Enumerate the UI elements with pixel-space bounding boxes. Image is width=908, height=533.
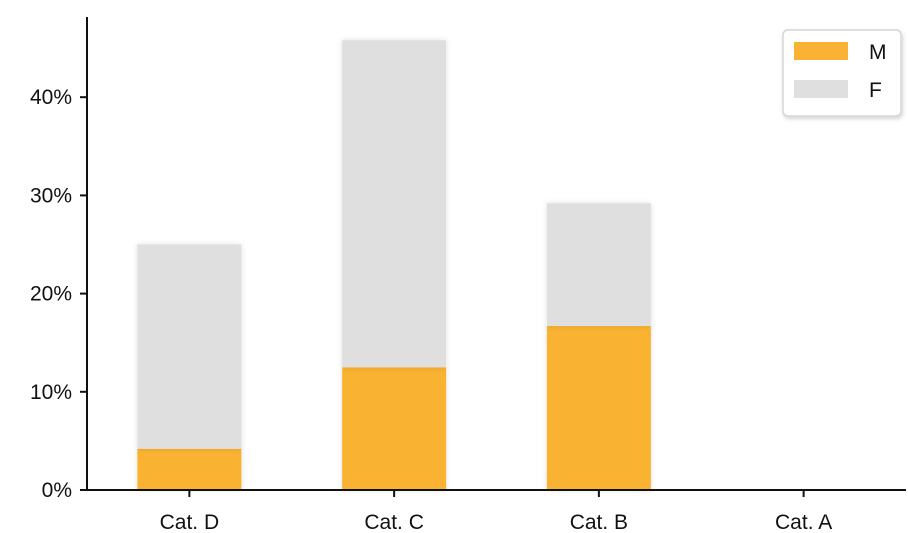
bar-m-1 — [137, 448, 242, 490]
x-tick-label: Cat. C — [364, 511, 424, 533]
y-tick-label: 40% — [30, 86, 72, 109]
bar-m-3 — [546, 326, 651, 490]
y-axis-ticks: 0% 10% 20% 30% 40% — [30, 86, 87, 502]
x-tick-label: Cat. A — [775, 511, 832, 533]
bar-m-2 — [342, 367, 447, 490]
y-tick-label: 20% — [30, 283, 72, 306]
x-axis-ticks: Cat. D Cat. C Cat. B Cat. A — [160, 490, 832, 533]
y-tick-label: 10% — [30, 381, 72, 404]
bar-f-1 — [137, 244, 242, 449]
bar-f-2 — [342, 40, 447, 368]
legend-swatch-m — [794, 42, 848, 60]
y-tick-label: 0% — [42, 479, 72, 502]
bars-group — [137, 40, 651, 490]
y-tick-label: 30% — [30, 184, 72, 207]
legend-label-m: M — [869, 41, 887, 64]
x-tick-label: Cat. B — [570, 511, 628, 533]
legend-swatch-f — [794, 80, 848, 98]
legend-label-f: F — [869, 79, 882, 102]
x-tick-label: Cat. D — [160, 511, 220, 533]
legend: MF — [782, 29, 902, 117]
bar-f-3 — [546, 203, 651, 327]
